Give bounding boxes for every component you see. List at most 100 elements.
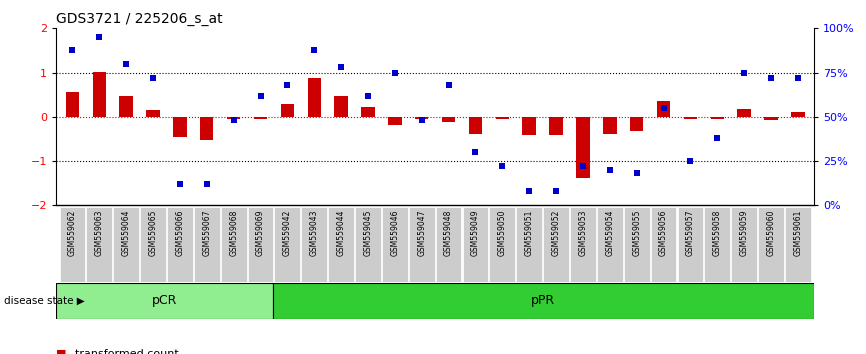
- Point: [737, 70, 751, 75]
- Text: transformed count: transformed count: [75, 349, 179, 354]
- Bar: [711, 117, 724, 119]
- Point: [495, 164, 509, 169]
- Bar: [273, 283, 814, 319]
- Bar: [307, 78, 321, 117]
- Text: GSM559043: GSM559043: [310, 209, 319, 256]
- Text: GSM559054: GSM559054: [605, 209, 614, 256]
- Bar: [355, 207, 381, 282]
- Bar: [87, 207, 113, 282]
- Bar: [758, 207, 784, 282]
- Point: [200, 181, 214, 187]
- Bar: [495, 117, 509, 119]
- Text: GSM559061: GSM559061: [793, 209, 803, 256]
- Bar: [275, 207, 301, 282]
- Point: [656, 105, 670, 111]
- Bar: [543, 207, 569, 282]
- Text: GSM559063: GSM559063: [94, 209, 104, 256]
- Point: [630, 171, 643, 176]
- Text: GSM559055: GSM559055: [632, 209, 641, 256]
- Point: [549, 188, 563, 194]
- Bar: [469, 117, 482, 134]
- Point: [281, 82, 294, 88]
- Bar: [194, 207, 220, 282]
- Text: GSM559058: GSM559058: [713, 209, 721, 256]
- Bar: [93, 72, 106, 117]
- Point: [442, 82, 456, 88]
- Point: [361, 93, 375, 98]
- Point: [522, 188, 536, 194]
- Point: [227, 118, 241, 123]
- Point: [173, 181, 187, 187]
- Bar: [281, 104, 294, 117]
- Bar: [227, 117, 241, 119]
- Text: GSM559049: GSM559049: [471, 209, 480, 256]
- Bar: [785, 207, 811, 282]
- Bar: [684, 117, 697, 119]
- Bar: [677, 207, 703, 282]
- Bar: [516, 207, 542, 282]
- Text: GSM559064: GSM559064: [121, 209, 131, 256]
- Point: [791, 75, 805, 81]
- Point: [576, 164, 590, 169]
- Bar: [765, 117, 778, 120]
- Bar: [549, 117, 563, 136]
- Bar: [120, 96, 132, 117]
- Point: [334, 64, 348, 70]
- Bar: [361, 107, 375, 117]
- Text: disease state ▶: disease state ▶: [4, 296, 85, 306]
- Bar: [462, 207, 488, 282]
- Point: [683, 158, 697, 164]
- Bar: [656, 101, 670, 117]
- Text: GSM559050: GSM559050: [498, 209, 507, 256]
- Bar: [140, 207, 166, 282]
- Text: GSM559056: GSM559056: [659, 209, 668, 256]
- Bar: [436, 207, 462, 282]
- Bar: [301, 207, 327, 282]
- Bar: [409, 207, 435, 282]
- Text: GSM559068: GSM559068: [229, 209, 238, 256]
- Bar: [630, 117, 643, 131]
- Bar: [603, 117, 617, 134]
- Text: GSM559053: GSM559053: [578, 209, 587, 256]
- Bar: [489, 207, 515, 282]
- Bar: [388, 117, 402, 125]
- Bar: [173, 117, 186, 137]
- Bar: [650, 207, 676, 282]
- Text: pPR: pPR: [532, 295, 555, 307]
- Bar: [248, 207, 274, 282]
- Bar: [576, 117, 590, 178]
- Text: GSM559051: GSM559051: [525, 209, 533, 256]
- Point: [254, 93, 268, 98]
- Bar: [382, 207, 408, 282]
- Text: GSM559062: GSM559062: [68, 209, 77, 256]
- Bar: [738, 109, 751, 117]
- Bar: [731, 207, 757, 282]
- Text: GSM559069: GSM559069: [256, 209, 265, 256]
- Point: [710, 135, 724, 141]
- Text: GSM559065: GSM559065: [149, 209, 158, 256]
- Text: ■: ■: [56, 349, 67, 354]
- Bar: [792, 112, 805, 117]
- Text: GSM559059: GSM559059: [740, 209, 749, 256]
- Bar: [113, 207, 139, 282]
- Point: [146, 75, 160, 81]
- Text: GSM559057: GSM559057: [686, 209, 695, 256]
- Bar: [66, 92, 79, 117]
- Bar: [56, 283, 273, 319]
- Bar: [221, 207, 247, 282]
- Bar: [328, 207, 354, 282]
- Bar: [167, 207, 193, 282]
- Bar: [597, 207, 623, 282]
- Bar: [522, 117, 536, 136]
- Text: GSM559052: GSM559052: [552, 209, 560, 256]
- Bar: [624, 207, 650, 282]
- Text: GSM559046: GSM559046: [391, 209, 399, 256]
- Point: [764, 75, 778, 81]
- Bar: [334, 96, 348, 117]
- Text: GSM559044: GSM559044: [337, 209, 346, 256]
- Point: [66, 47, 80, 52]
- Point: [307, 47, 321, 52]
- Text: GSM559047: GSM559047: [417, 209, 426, 256]
- Text: pCR: pCR: [152, 295, 178, 307]
- Point: [469, 149, 482, 155]
